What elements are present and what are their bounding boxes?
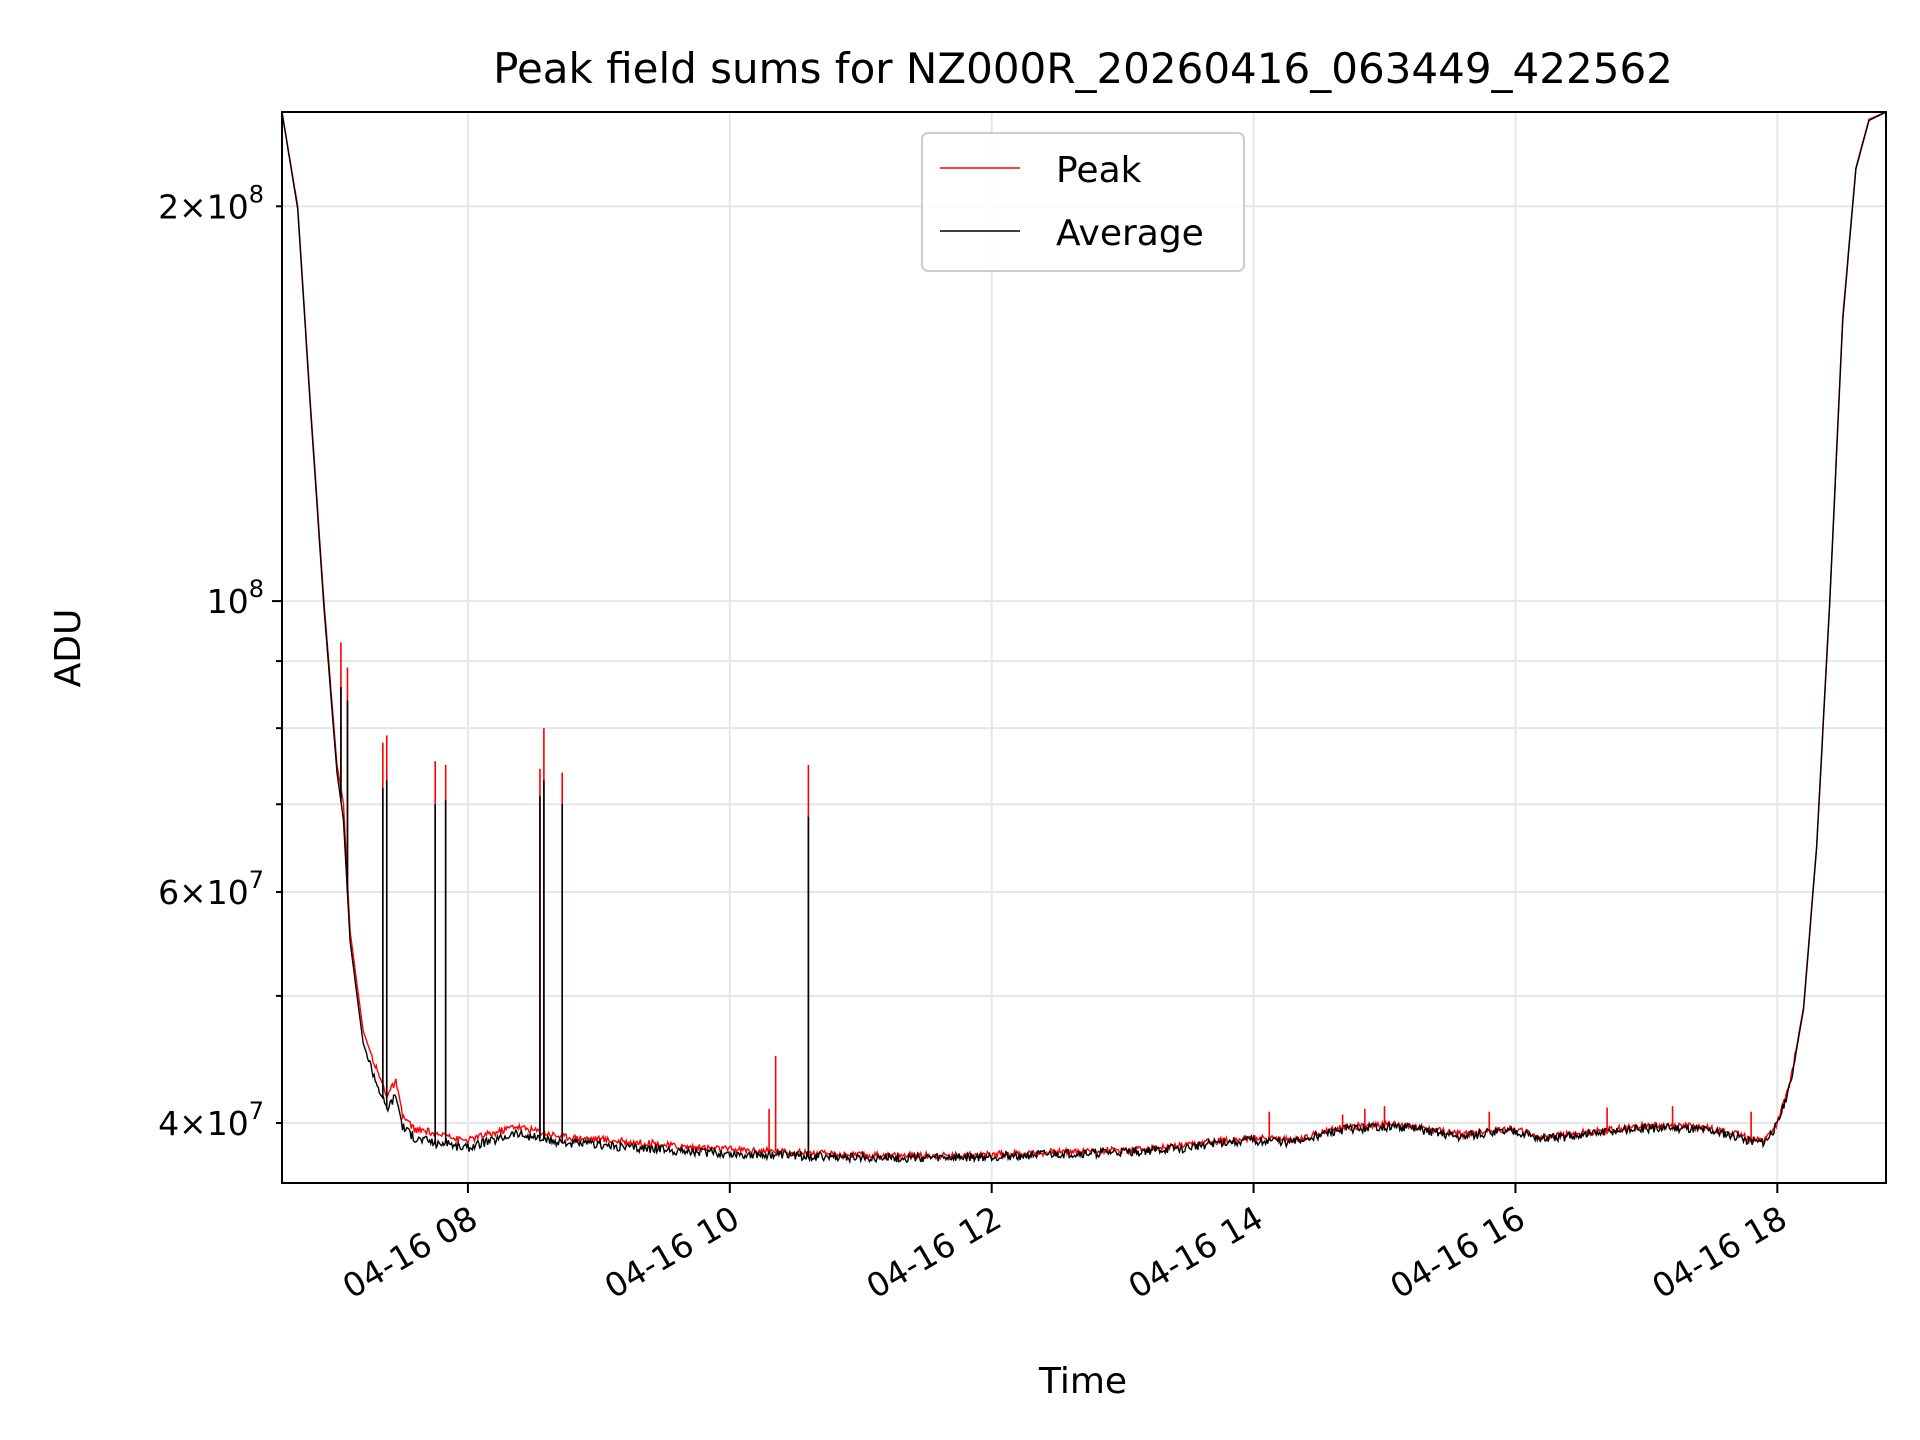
- plot-frame: [281, 111, 1887, 1184]
- legend-average-label: Average: [1056, 213, 1204, 254]
- chart-title: Peak field sums for NZ000R_20260416_0634…: [493, 44, 1673, 93]
- y-tick-label: 4×107: [158, 1097, 264, 1143]
- legend: Peak Average: [921, 132, 1245, 272]
- x-axis-label: Time: [1038, 1361, 1127, 1402]
- y-tick-label: 2×108: [158, 180, 264, 226]
- series-line-average: [281, 111, 1887, 1165]
- y-tick-label: 6×107: [158, 866, 264, 912]
- legend-peak-label: Peak: [1056, 150, 1142, 191]
- y-axis-label: ADU: [48, 609, 89, 688]
- y-tick-label: 108: [207, 575, 264, 621]
- y-axis: 108 4×107 6×107 2×108: [158, 180, 282, 1143]
- series-layer: [281, 111, 1887, 1165]
